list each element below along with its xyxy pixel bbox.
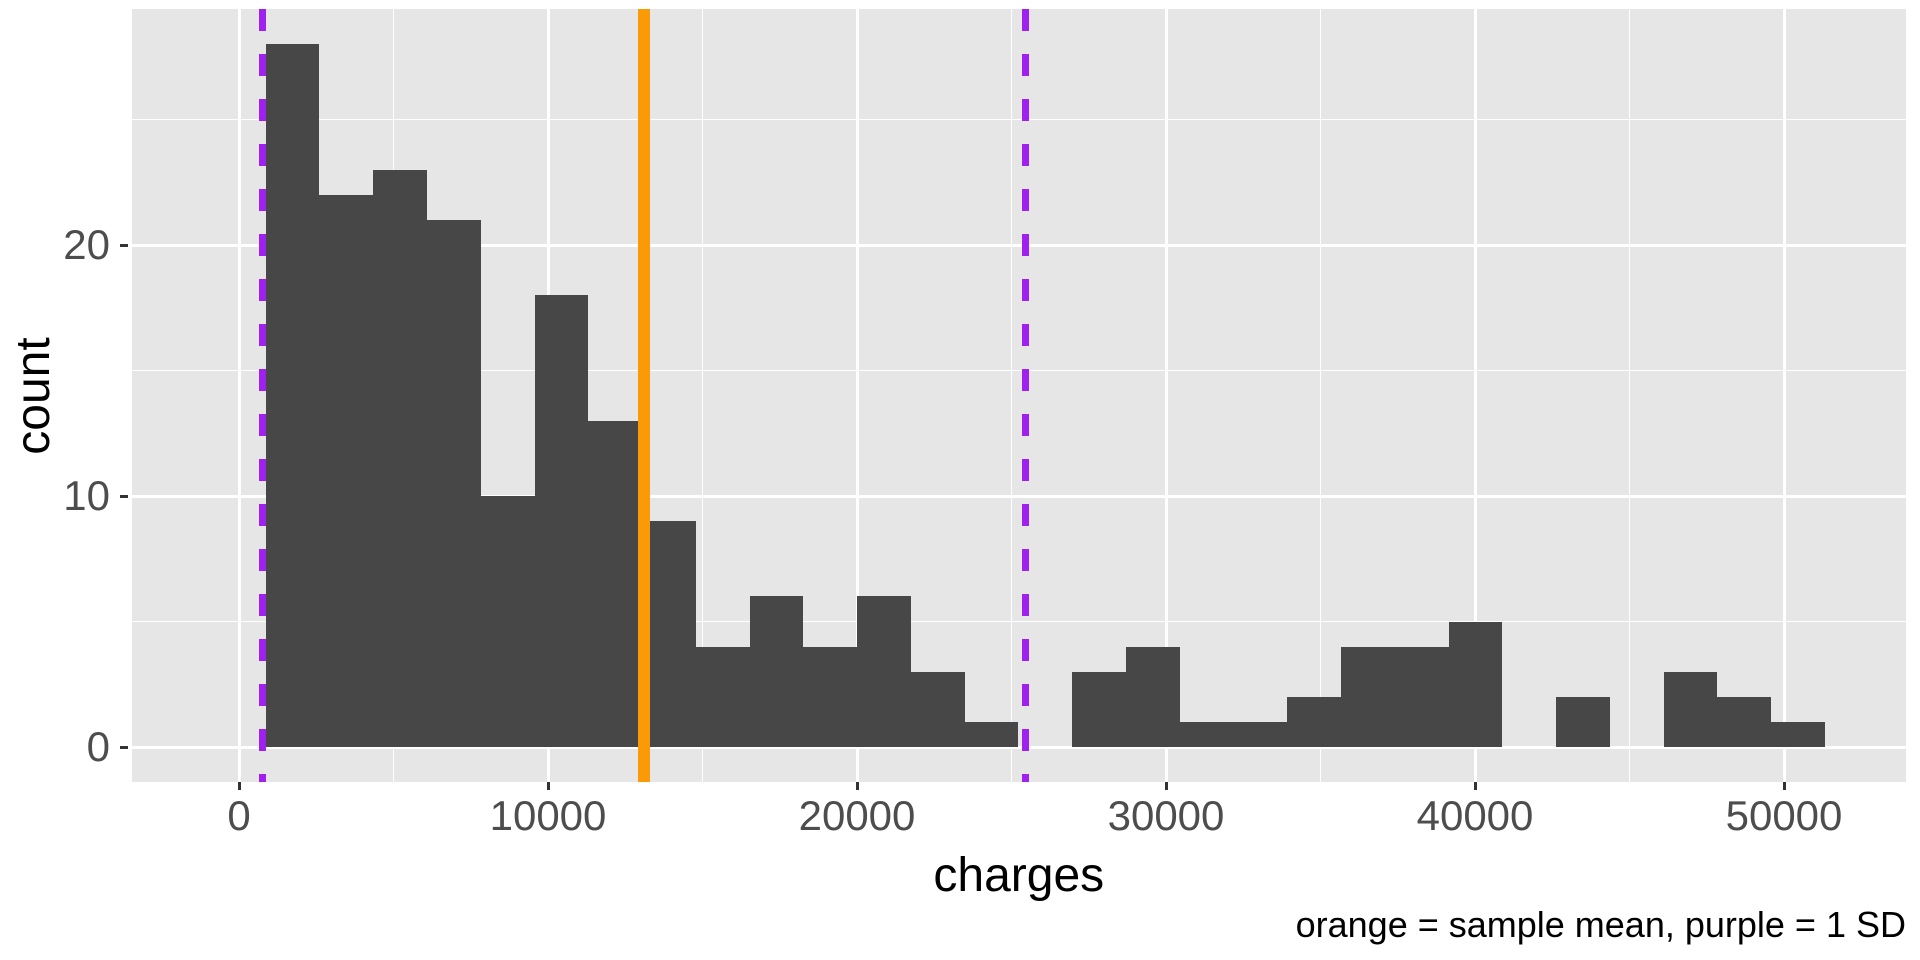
histogram-bar: [803, 646, 858, 747]
x-axis-tick-mark: [1164, 782, 1168, 790]
sd-line: [258, 9, 266, 782]
y-minor-gridline: [131, 620, 1906, 623]
histogram-bar: [480, 496, 535, 747]
y-axis-tick-mark: [120, 494, 128, 498]
x-axis-tick-mark: [237, 782, 241, 790]
histogram-bar: [1771, 721, 1825, 747]
histogram-bar: [319, 194, 374, 747]
histogram-bar: [588, 420, 643, 747]
y-minor-gridline: [131, 118, 1906, 121]
x-tick-label: 40000: [1416, 792, 1534, 839]
histogram-bar: [749, 596, 804, 747]
x-tick-label: 0: [227, 792, 251, 839]
histogram-bar: [857, 596, 911, 747]
y-major-gridline: [131, 243, 1906, 247]
histogram-bar: [1072, 671, 1126, 747]
x-major-gridline: [237, 9, 241, 782]
figure-caption: orange = sample mean, purple = 1 SD: [1295, 904, 1906, 945]
x-tick-label: 30000: [1107, 792, 1225, 839]
y-axis-tick-mark: [120, 745, 128, 749]
histogram-bar: [1394, 646, 1449, 747]
histogram-bar: [1125, 646, 1180, 747]
histogram-bar: [373, 169, 427, 747]
y-tick-label: 10: [63, 472, 110, 519]
x-minor-gridline: [701, 9, 704, 782]
x-minor-gridline: [1010, 9, 1013, 782]
sd-line: [1021, 9, 1029, 782]
histogram-bar: [1287, 696, 1342, 747]
x-tick-label: 20000: [798, 792, 916, 839]
x-major-gridline: [1473, 9, 1477, 782]
histogram-bar: [265, 44, 320, 747]
x-tick-label: 10000: [489, 792, 607, 839]
histogram-bar: [534, 295, 589, 747]
histogram-bar: [1556, 696, 1610, 747]
x-major-gridline: [1164, 9, 1168, 782]
histogram-bar: [426, 219, 481, 747]
x-axis-tick-mark: [546, 782, 550, 790]
histogram-bar: [1663, 671, 1718, 747]
y-tick-label: 0: [86, 723, 110, 770]
x-major-gridline: [855, 9, 859, 782]
y-major-gridline: [131, 494, 1906, 498]
histogram-bar: [1448, 621, 1503, 747]
histogram-bar: [642, 521, 696, 747]
x-tick-label: 50000: [1725, 792, 1843, 839]
x-axis-tick-mark: [1782, 782, 1786, 790]
histogram-bar: [910, 671, 965, 747]
histogram-bar: [1341, 646, 1395, 747]
histogram-bar: [964, 721, 1019, 747]
x-axis-tick-mark: [855, 782, 859, 790]
y-major-gridline: [131, 745, 1906, 749]
x-axis-title: charges: [933, 849, 1105, 902]
histogram-bar: [1717, 696, 1772, 747]
y-axis-title: count: [7, 336, 60, 455]
sample-mean-line: [637, 9, 650, 782]
y-axis-tick-mark: [120, 243, 128, 247]
histogram-bar: [1179, 721, 1234, 747]
histogram-bar: [695, 646, 750, 747]
histogram-bar: [1233, 721, 1288, 747]
y-tick-label: 20: [63, 221, 110, 268]
x-minor-gridline: [1628, 9, 1631, 782]
x-minor-gridline: [1319, 9, 1322, 782]
x-major-gridline: [1782, 9, 1786, 782]
y-minor-gridline: [131, 369, 1906, 372]
x-axis-tick-mark: [1473, 782, 1477, 790]
plot-panel: [131, 9, 1906, 782]
